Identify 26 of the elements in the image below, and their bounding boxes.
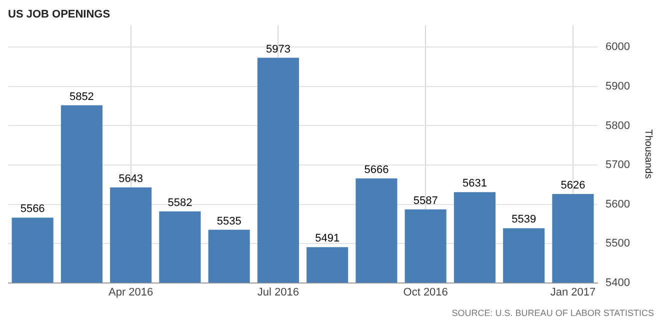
y-tick-label: 6000 <box>606 41 630 54</box>
x-tick-label: Jan 2017 <box>550 286 596 298</box>
data-label: 5491 <box>315 232 340 245</box>
source-note: SOURCE: U.S. BUREAU OF LABOR STATISTICS <box>452 308 654 318</box>
x-tick-label: Apr 2016 <box>108 286 154 298</box>
y-tick-label: 5500 <box>606 238 630 250</box>
y-axis-title: Thousands <box>642 129 654 179</box>
data-label: 5631 <box>462 178 487 190</box>
data-label: 5582 <box>168 196 192 209</box>
x-tick-label: Oct 2016 <box>403 286 448 298</box>
y-tick-label: 5800 <box>606 120 630 132</box>
data-label: 5973 <box>266 43 290 56</box>
y-tick-label: 5700 <box>606 159 630 172</box>
data-label: 5587 <box>413 194 438 207</box>
chart-title: US JOB OPENINGS <box>8 8 110 21</box>
y-tick-label: 5900 <box>606 80 630 92</box>
y-tick-label: 5600 <box>606 198 630 210</box>
data-label: 5852 <box>69 90 94 103</box>
data-label: 5535 <box>216 215 242 228</box>
y-tick-label: 5400 <box>606 276 630 289</box>
data-label: 5539 <box>512 214 536 226</box>
data-label: 5666 <box>364 164 389 176</box>
data-label: 5643 <box>118 172 144 185</box>
data-label: 5626 <box>560 180 586 192</box>
data-label: 5566 <box>20 203 45 216</box>
x-tick-label: Jul 2016 <box>257 286 299 298</box>
